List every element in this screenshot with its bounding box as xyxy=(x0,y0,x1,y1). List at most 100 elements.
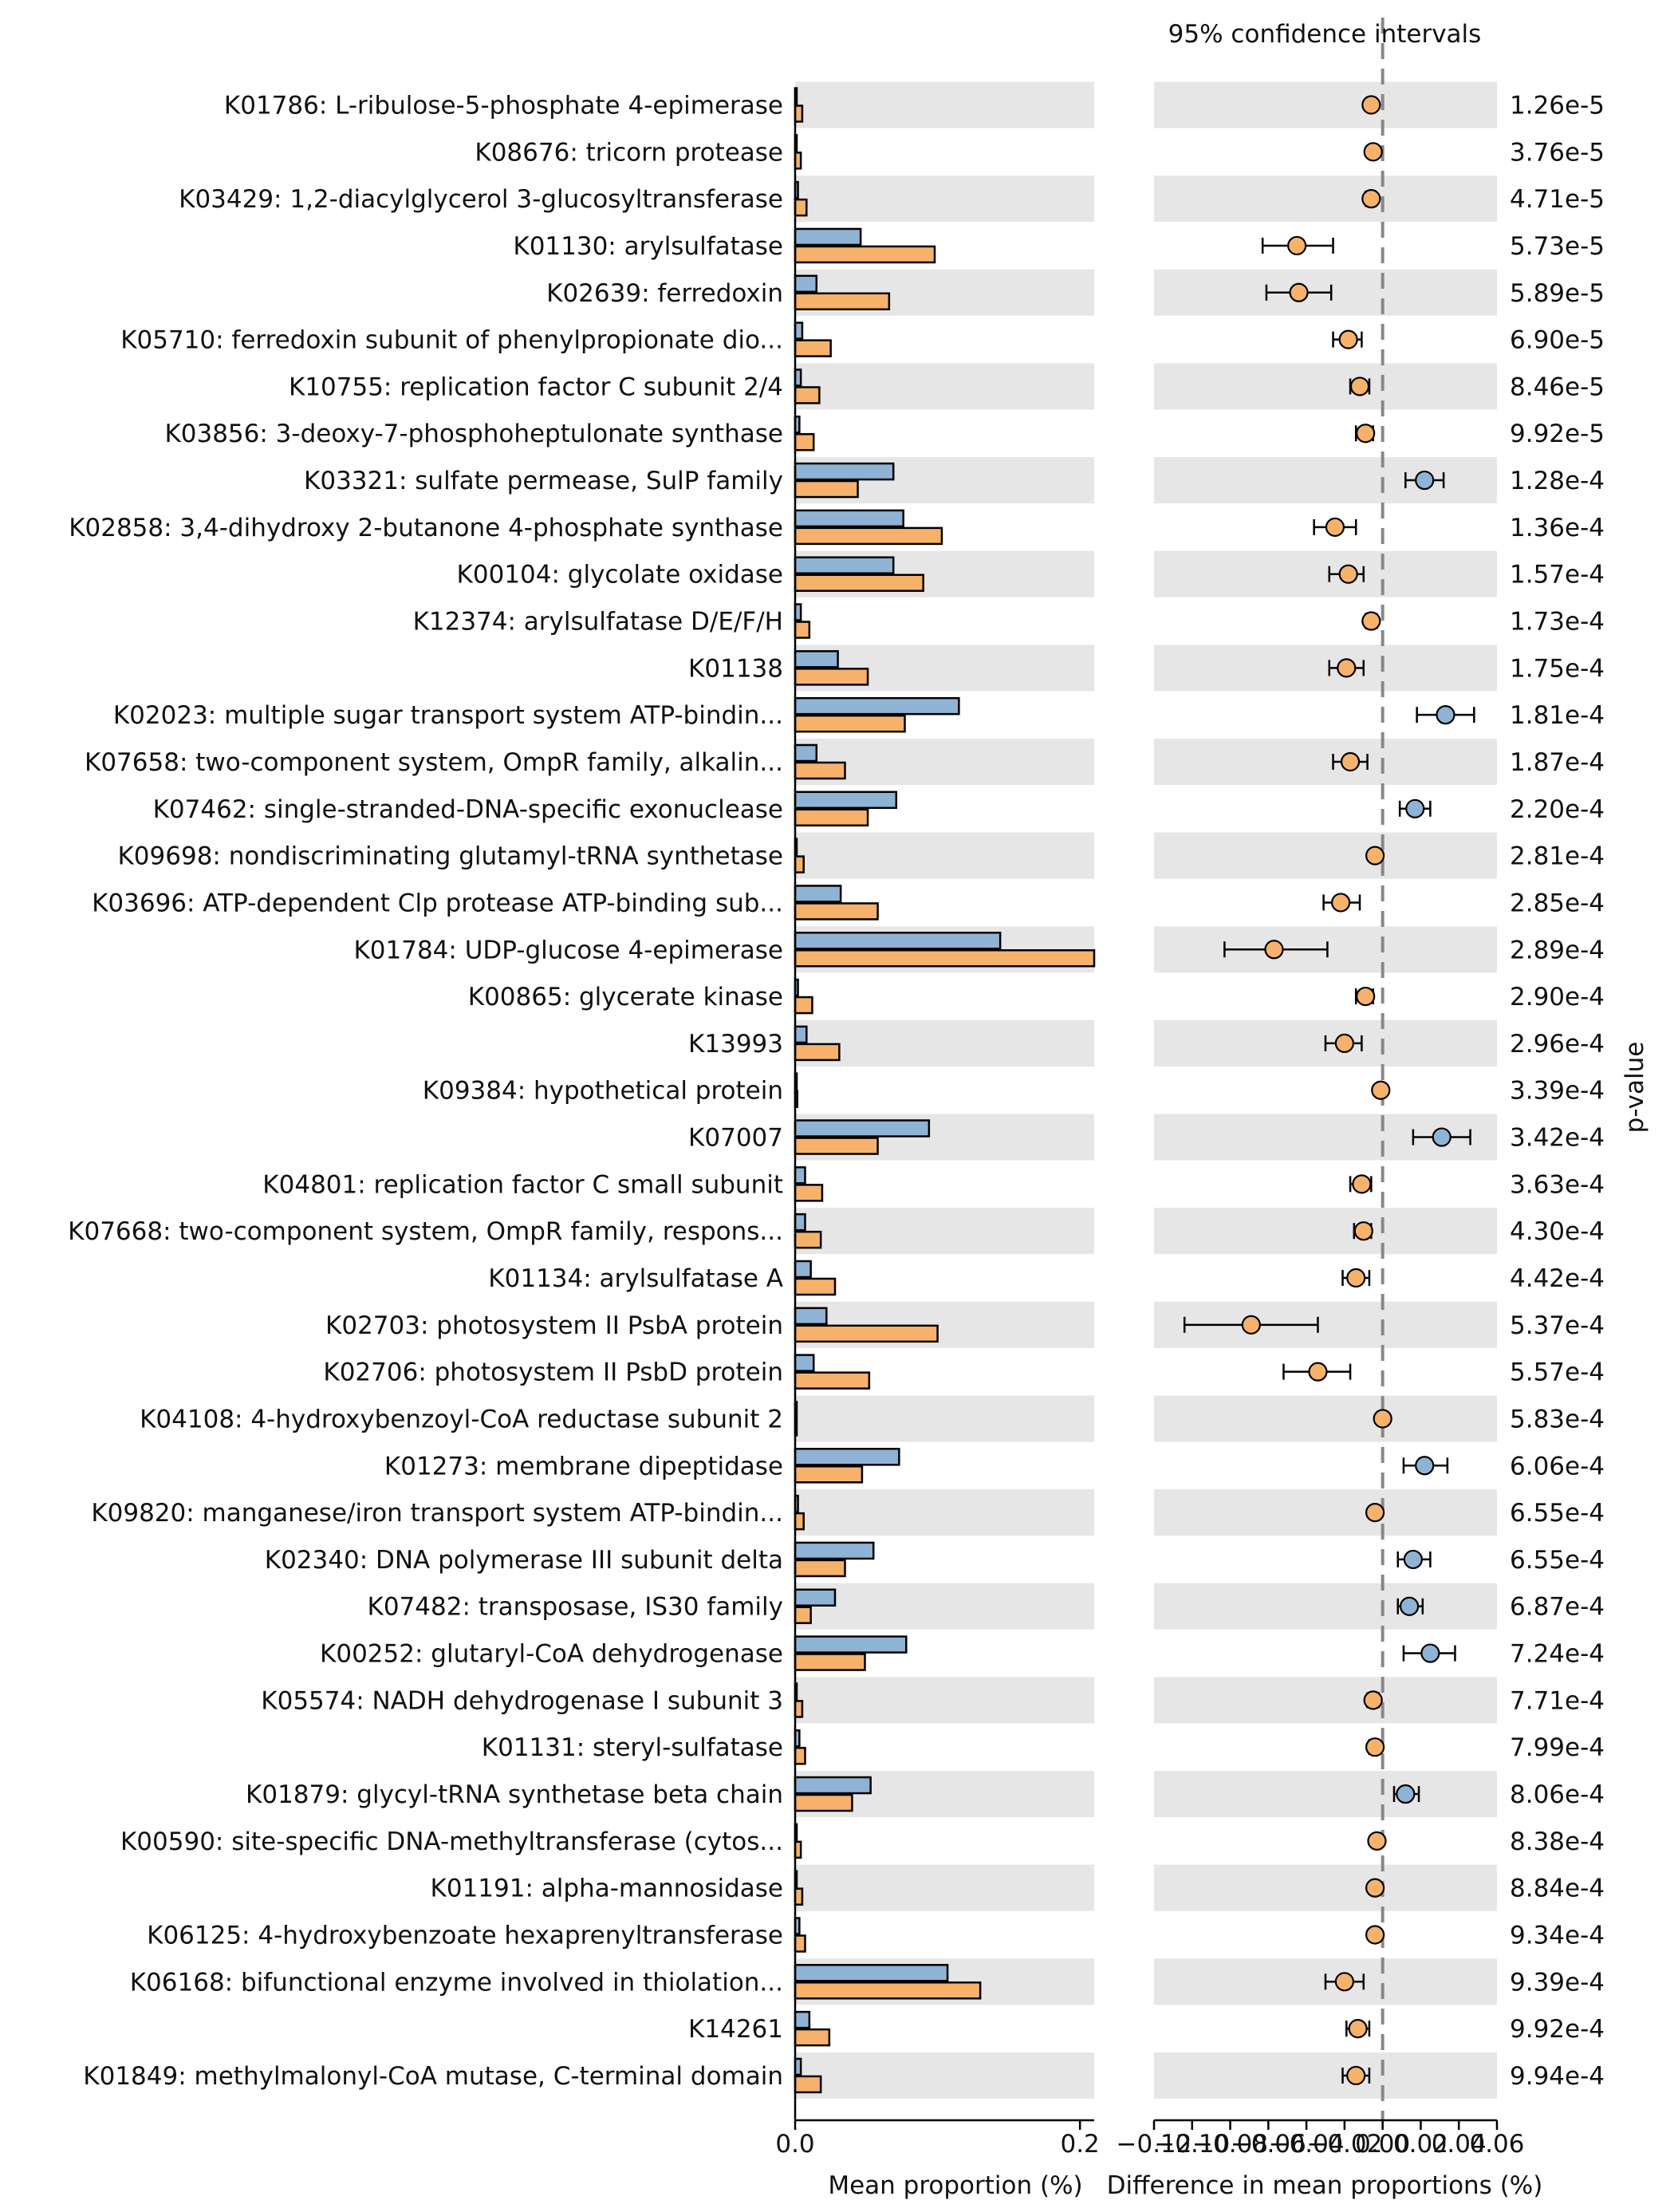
row-label: K05574: NADH dehydrogenase I subunit 3 xyxy=(261,1686,783,1715)
difference-point xyxy=(1308,1362,1328,1382)
row-label: K09698: nondiscriminating glutamyl-tRNA … xyxy=(117,842,783,871)
tick-label-right: −0.04 xyxy=(1269,2130,1345,2159)
p-value: 2.89e-4 xyxy=(1510,936,1605,964)
tick-label-right: 0.06 xyxy=(1469,2130,1524,2159)
difference-point xyxy=(1415,1456,1435,1476)
bar-group1 xyxy=(794,274,818,294)
difference-point xyxy=(1340,751,1361,772)
mean-proportion-panel: 0.0 0.2 xyxy=(775,81,1100,2159)
difference-point xyxy=(1356,424,1376,444)
tick-label-right: −0.08 xyxy=(1192,2130,1268,2159)
bar-group1 xyxy=(794,1212,806,1232)
difference-point xyxy=(1400,1596,1420,1616)
row-label: K04801: replication factor C small subun… xyxy=(262,1170,783,1199)
bar-group2 xyxy=(794,198,808,217)
difference-point xyxy=(1264,940,1284,960)
difference-point xyxy=(1367,1831,1387,1851)
row-stripe-left xyxy=(795,363,1094,410)
bar-group2 xyxy=(794,1230,822,1249)
p-value: 4.42e-4 xyxy=(1510,1264,1605,1293)
p-value: 2.20e-4 xyxy=(1510,795,1605,824)
difference-point xyxy=(1334,1033,1354,1054)
row-label: K07658: two-component system, OmpR famil… xyxy=(85,748,783,777)
bar-group1 xyxy=(794,1448,900,1466)
p-value: 8.84e-4 xyxy=(1510,1875,1605,1903)
difference-point xyxy=(1363,1690,1383,1710)
row-label: K09384: hypothetical protein xyxy=(423,1077,783,1106)
bar-group1 xyxy=(794,1354,815,1372)
row-label: K02706: photosystem II PsbD protein xyxy=(323,1358,783,1387)
row-labels: K01786: L-ribulose-5-phosphate 4-epimera… xyxy=(68,92,783,2091)
bar-group2 xyxy=(794,1043,841,1062)
p-value: 2.85e-4 xyxy=(1510,889,1605,917)
bar-group2 xyxy=(794,2028,831,2047)
bar-group2 xyxy=(794,808,869,827)
bar-group2 xyxy=(794,1934,806,1953)
bar-group2 xyxy=(794,1981,982,2000)
bar-group2 xyxy=(794,339,832,357)
bar-group1 xyxy=(794,1307,828,1326)
p-value: 6.55e-4 xyxy=(1510,1499,1605,1528)
bar-group2 xyxy=(794,1606,812,1624)
p-value: 1.87e-4 xyxy=(1510,748,1605,777)
difference-point xyxy=(1432,1127,1451,1147)
row-stripe-right xyxy=(1154,81,1497,128)
bar-group1 xyxy=(794,1776,872,1795)
row-label: K01786: L-ribulose-5-phosphate 4-epimera… xyxy=(224,92,783,120)
bar-group1 xyxy=(794,791,898,810)
bar-group1 xyxy=(794,1541,875,1560)
p-value: 7.24e-4 xyxy=(1510,1640,1605,1669)
bar-group2 xyxy=(794,1371,871,1390)
row-stripe-right xyxy=(1154,1677,1497,1724)
difference-point xyxy=(1241,1315,1261,1335)
difference-point xyxy=(1415,470,1435,491)
bar-group2 xyxy=(794,386,821,404)
bar-group2 xyxy=(794,949,1096,968)
row-label: K12374: arylsulfatase D/E/F/H xyxy=(413,608,783,637)
tick-label-right: −0.06 xyxy=(1231,2130,1306,2159)
row-stripe-right xyxy=(1154,363,1497,410)
bar-group1 xyxy=(794,227,862,246)
row-label: K06125: 4-hydroxybenzoate hexaprenyltran… xyxy=(147,1921,783,1950)
difference-point xyxy=(1346,1268,1366,1288)
row-label: K02703: photosystem II PsbA protein xyxy=(325,1311,783,1340)
difference-point xyxy=(1349,377,1370,396)
x-axis-label-left: Mean proportion (%) xyxy=(828,2171,1082,2200)
p-value: 2.96e-4 xyxy=(1510,1030,1605,1059)
row-label: K02858: 3,4-dihydroxy 2-butanone 4-phosp… xyxy=(69,514,783,542)
row-label: K05710: ferredoxin subunit of phenylprop… xyxy=(120,326,783,355)
p-value: 6.87e-4 xyxy=(1510,1593,1605,1622)
bar-group2 xyxy=(794,761,846,780)
bar-group2 xyxy=(794,1700,804,1718)
difference-point xyxy=(1363,142,1383,162)
bar-group2 xyxy=(794,1465,864,1484)
p-value: 9.39e-4 xyxy=(1510,1968,1605,1997)
difference-point xyxy=(1361,611,1381,631)
p-value: 5.73e-5 xyxy=(1510,232,1605,261)
bar-group2 xyxy=(794,1887,804,1906)
bar-group2 xyxy=(794,1512,805,1531)
difference-point xyxy=(1337,658,1357,678)
bar-group1 xyxy=(794,556,895,574)
row-label: K14261 xyxy=(688,2015,783,2044)
row-stripe-right xyxy=(1154,2052,1497,2099)
bar-group1 xyxy=(794,2010,811,2029)
p-value: 1.57e-4 xyxy=(1510,561,1605,589)
p-value: 4.71e-5 xyxy=(1510,185,1605,214)
row-label: K02340: DNA polymerase III subunit delta xyxy=(265,1546,783,1575)
row-label: K01849: methylmalonyl-CoA mutase, C-term… xyxy=(83,2062,783,2091)
difference-point xyxy=(1436,705,1455,725)
p-value-axis-label: p-value xyxy=(1621,1042,1649,1134)
row-stripe-right xyxy=(1154,1583,1497,1630)
difference-point xyxy=(1348,2019,1368,2039)
difference-point xyxy=(1338,329,1358,349)
row-stripe-left xyxy=(795,81,1094,128)
row-label: K01130: arylsulfatase xyxy=(513,232,783,261)
difference-point xyxy=(1371,1080,1391,1100)
p-value: 7.71e-4 xyxy=(1510,1686,1605,1715)
p-value: 5.83e-4 xyxy=(1510,1405,1605,1433)
difference-point xyxy=(1334,1972,1354,1992)
p-value: 6.90e-5 xyxy=(1510,326,1605,355)
p-value: 8.06e-4 xyxy=(1510,1780,1605,1809)
bar-group1 xyxy=(794,650,839,668)
